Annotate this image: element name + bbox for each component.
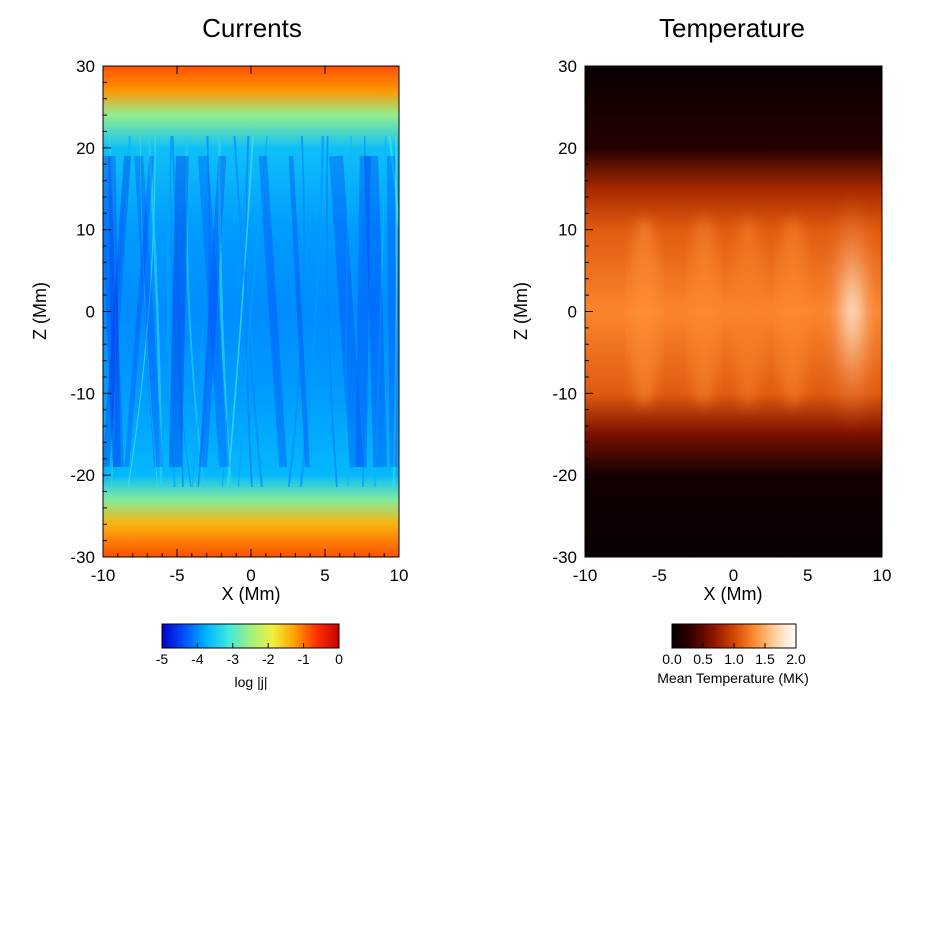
current-filament: [221, 135, 250, 488]
currents-colorbar-label: log |j|: [235, 674, 268, 690]
current-filament: [325, 135, 338, 488]
temperature-y-tick-label: -30: [552, 548, 577, 567]
currents-colorbar-tick-label: -5: [156, 651, 169, 667]
currents-y-tick-label: -30: [70, 548, 95, 567]
temperature-structure: [732, 216, 765, 407]
current-filament: [388, 135, 399, 238]
current-filament: [355, 155, 371, 468]
temperature-colorbar-label: Mean Temperature (MK): [657, 670, 808, 686]
current-filament: [124, 155, 155, 468]
temperature-x-tick-label: -10: [573, 566, 598, 585]
currents-colorbar-tick-label: 0: [335, 651, 343, 667]
current-filament: [171, 135, 184, 488]
temperature-x-tick-label: 10: [873, 566, 892, 585]
currents-y-tick-label: 20: [76, 139, 95, 158]
temperature-y-tick-label: 10: [558, 221, 577, 240]
temperature-colorbar-tick-label: 1.5: [755, 651, 775, 667]
current-filament: [147, 135, 163, 488]
currents-colorbar-ticks: [161, 643, 340, 648]
temperature-structures: [628, 191, 881, 432]
current-filament: [103, 155, 125, 468]
temperature-ticks: [584, 65, 883, 558]
temperature-x-tick-label: 5: [803, 566, 812, 585]
current-filament: [107, 155, 121, 468]
currents-colorbar: [161, 623, 340, 649]
current-filament: [139, 135, 159, 488]
temperature-x-tick-label: -5: [652, 566, 667, 585]
currents-colorbar-tick-label: -3: [227, 651, 240, 667]
current-filament: [108, 135, 117, 488]
temperature-colorbar-tick-label: 0.5: [693, 651, 713, 667]
currents-x-tick-label: -5: [169, 566, 184, 585]
currents-colorbar-tick-label: -4: [191, 651, 204, 667]
temperature-colorbar-tick-label: 0.0: [662, 651, 682, 667]
currents-y-tick-label: 30: [76, 57, 95, 76]
current-filament: [185, 135, 205, 488]
current-filament: [103, 135, 106, 217]
temperature-y-tick-label: 0: [568, 303, 577, 322]
currents-colorbar-tick-label: -1: [297, 651, 310, 667]
temperature-y-tick-label: -10: [552, 384, 577, 403]
currents-colorbar-tick-label: -2: [262, 651, 275, 667]
current-filament: [287, 135, 305, 488]
temperature-hotspot: [824, 191, 881, 432]
current-filament: [191, 135, 209, 488]
current-filament: [169, 135, 192, 488]
temperature-colorbar-tick-label: 2.0: [786, 651, 806, 667]
current-filament: [329, 155, 364, 468]
temperature-colorbar-tick-label: 1.0: [724, 651, 744, 667]
current-filament: [197, 155, 230, 468]
current-filament: [288, 155, 310, 468]
temperature-colorbar-ticks: [671, 643, 797, 648]
current-filament: [299, 135, 325, 488]
currents-y-tick-label: 0: [86, 303, 95, 322]
currents-y-tick-label: 10: [76, 221, 95, 240]
currents-y-tick-label: -10: [70, 384, 95, 403]
temperature-structure: [687, 216, 720, 407]
temperature-x-axis-label: X (Mm): [704, 584, 763, 604]
temperature-x-tick-label: 0: [729, 566, 738, 585]
current-filament: [168, 155, 189, 468]
current-filament: [103, 135, 131, 488]
current-filament: [103, 155, 132, 468]
currents-title: Currents: [202, 13, 302, 43]
current-filament: [392, 135, 398, 488]
currents-ticks: [102, 65, 400, 558]
current-filament: [233, 135, 263, 488]
temperature-structure: [628, 216, 661, 407]
current-filament: [237, 135, 268, 488]
current-filament: [364, 155, 388, 468]
current-filament: [166, 135, 176, 488]
currents-x-tick-label: -10: [91, 566, 116, 585]
temperature-structure: [776, 216, 809, 407]
currents-x-tick-label: 0: [246, 566, 255, 585]
current-filament: [217, 135, 232, 488]
current-filament: [374, 135, 387, 488]
temperature-title: Temperature: [659, 13, 805, 43]
current-filament: [127, 135, 156, 488]
temperature-y-tick-label: 20: [558, 139, 577, 158]
current-filament: [198, 155, 227, 468]
current-filament: [258, 155, 288, 468]
currents-y-axis-label: Z (Mm): [30, 282, 50, 340]
currents-y-tick-label: -20: [70, 466, 95, 485]
currents-filaments: [103, 135, 399, 488]
temperature-y-tick-label: -20: [552, 466, 577, 485]
current-filament: [134, 155, 164, 468]
current-filament: [197, 135, 211, 488]
temperature-y-tick-label: 30: [558, 57, 577, 76]
current-filament: [226, 135, 254, 488]
temperature-y-axis-label: Z (Mm): [511, 282, 531, 340]
currents-x-tick-label: 5: [320, 566, 329, 585]
current-filament: [386, 155, 398, 468]
currents-x-tick-label: 10: [390, 566, 409, 585]
current-filament: [362, 135, 367, 488]
currents-panel: Currents -10 -5 0 5 10 30 20 10 0 -10 -2…: [30, 13, 409, 690]
temperature-panel: Temperature -10 -5 0 5 10 30 20 10 0 -10…: [511, 13, 891, 686]
currents-x-axis-label: X (Mm): [222, 584, 281, 604]
current-filament: [345, 135, 352, 488]
